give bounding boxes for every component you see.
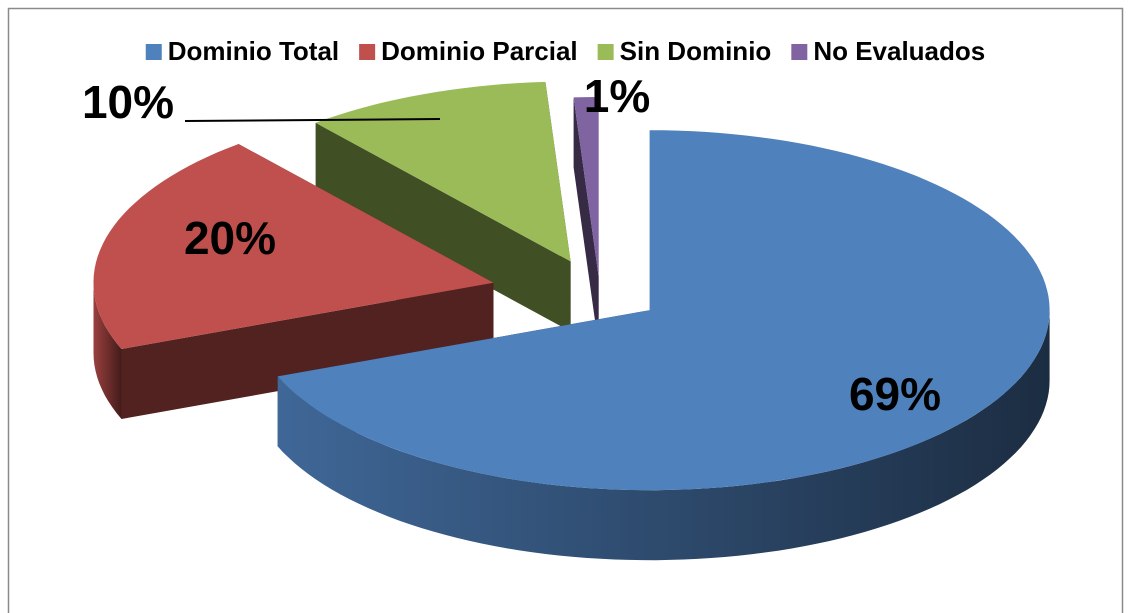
legend-label: Dominio Parcial — [381, 36, 578, 66]
legend-label: Sin Dominio — [620, 36, 772, 66]
slice — [277, 130, 1050, 561]
legend-swatch — [597, 44, 614, 60]
slice — [573, 97, 599, 348]
slice — [573, 97, 599, 277]
legend-swatch — [145, 44, 162, 60]
leader-line — [184, 118, 441, 122]
slice-side — [277, 310, 1050, 561]
legend-swatch — [791, 44, 808, 60]
legend-label: No Evaluados — [813, 36, 985, 66]
data-label: 10% — [82, 76, 174, 128]
slice — [93, 144, 494, 419]
legend: Dominio Total Dominio Parcial Sin Dominio N… — [145, 36, 985, 66]
slice-side — [121, 282, 494, 419]
legend-swatch — [359, 44, 376, 60]
slice — [315, 81, 571, 262]
slice-side — [93, 282, 122, 419]
data-label: 1% — [584, 70, 650, 122]
slice — [315, 81, 571, 332]
slice — [93, 144, 494, 349]
slice-side — [315, 122, 571, 332]
data-label: 69% — [849, 368, 941, 420]
legend-label: Dominio Total — [168, 36, 339, 66]
slice — [277, 130, 1050, 491]
data-labels: 69% 20% 10% 1% — [82, 70, 941, 420]
slice-side — [573, 97, 599, 348]
pie — [93, 81, 1050, 561]
data-label: 20% — [184, 212, 276, 264]
